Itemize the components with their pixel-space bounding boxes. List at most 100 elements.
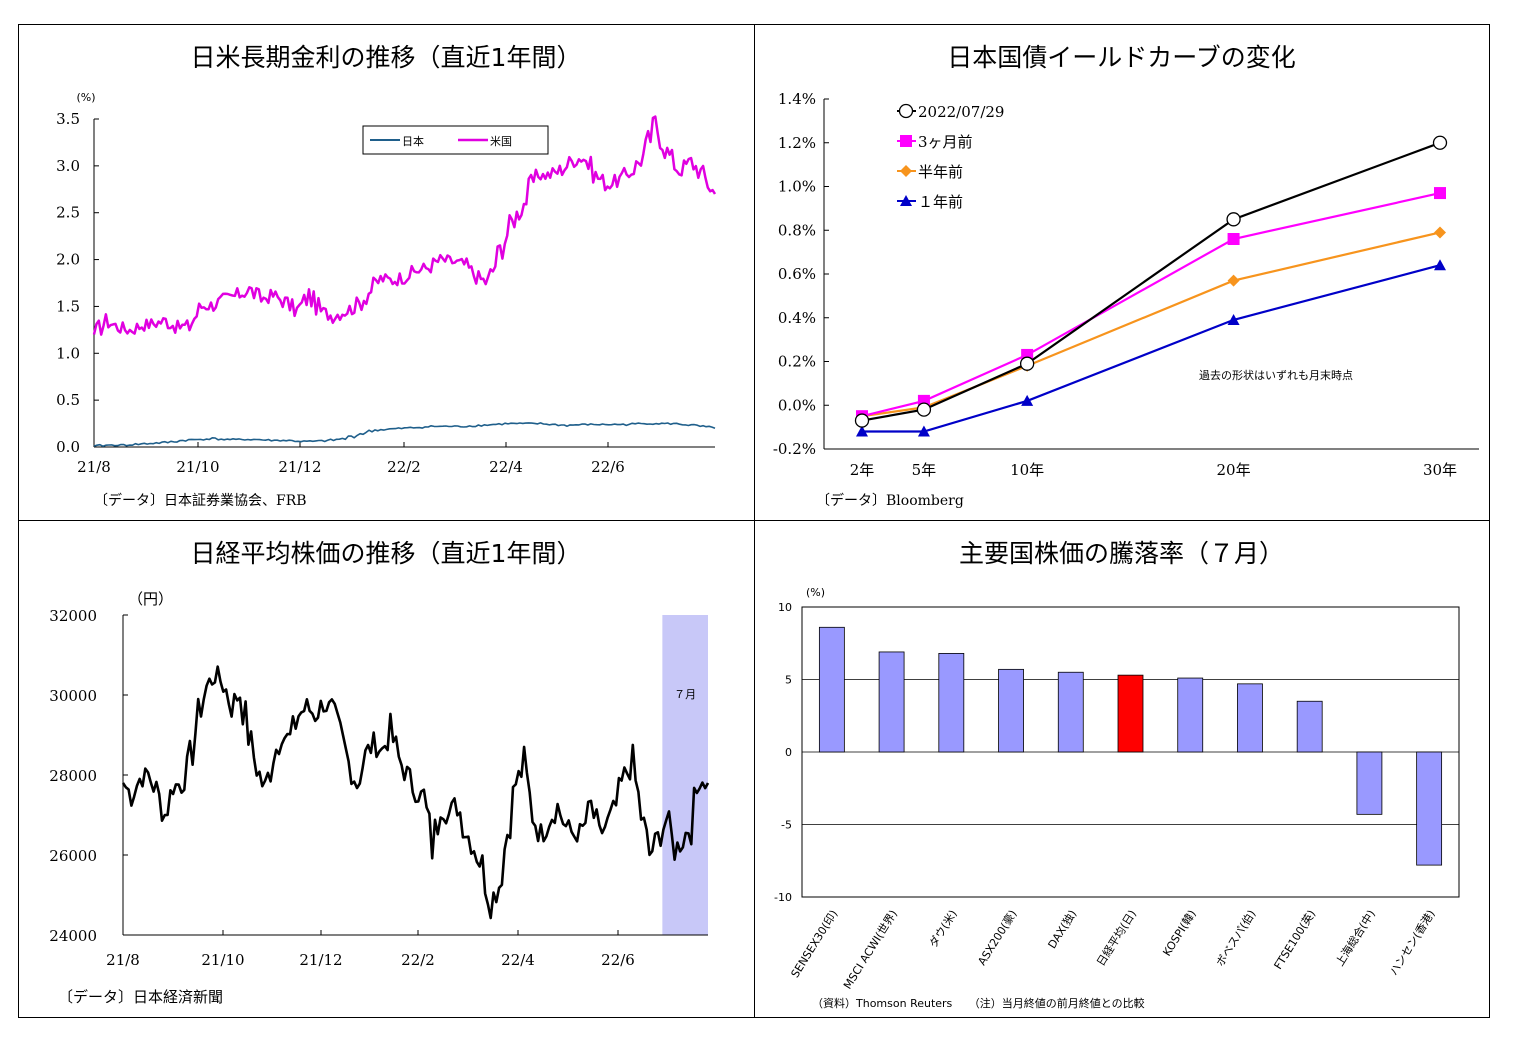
series-line-us [92,115,717,336]
point-marker [900,195,912,206]
frame-left [18,24,19,1018]
legend-label-us: 米国 [490,135,512,148]
y-tick-label: 1.0% [778,178,816,196]
x-tick-label: 22/2 [401,951,435,969]
x-tick-label: 21/12 [299,951,342,969]
point-marker [1227,313,1240,325]
y-tick-label: 26000 [49,847,97,865]
legend-label: 半年前 [918,163,963,181]
point-marker [917,425,930,437]
x-tick-label: SENSEX30(印) [788,908,840,980]
chart-annotation: 過去の形状はいずれも月末時点 [1199,368,1353,382]
x-tick-label: ハンセン(香港) [1387,908,1438,978]
point-marker [856,425,868,437]
y-tick-label: 0.0 [56,438,80,456]
chart-title: 日経平均株価の推移（直近1年間） [190,539,582,568]
y-tick-label: 30000 [49,687,97,705]
series-line-nikkei [121,665,710,920]
chart-title: 主要国株価の騰落率（７月） [958,539,1284,568]
chart-title: 日米長期金利の推移（直近1年間） [190,43,582,72]
point-marker [1227,274,1240,287]
point-marker [1227,233,1240,245]
y-tick-label: 1.5 [56,297,80,315]
chart-title: 日本国債イールドカーブの変化 [947,43,1296,72]
x-tick-label: MSCI ACWI(世界) [841,908,900,992]
series-line-3 [862,264,1441,433]
x-tick-label: 21/12 [278,458,321,476]
source-note: （資料）Thomson Reuters （注）当月終値の前月終値との比較 [812,996,1145,1010]
x-tick-label: 21/10 [176,458,219,476]
global-stocks-chart: 10 5 0 -5 -10 (%) SENSEX30(印) MSCI ACWI(世界) ダウ(米… [774,586,1460,1010]
point-marker [1226,212,1241,227]
frame-center [754,24,755,1018]
x-tick-label: 20年 [1217,461,1251,479]
y-tick-label: 32000 [49,607,97,625]
y-axis-unit: (%) [806,586,825,599]
point-marker [1432,135,1448,150]
x-tick-label: ダウ(米) [926,907,960,950]
source-note: 〔データ〕日本証券業協会、FRB [94,492,307,509]
series-line-japan [93,422,716,448]
x-tick-label: 2年 [850,461,875,479]
point-marker [916,402,932,417]
panel-us-japan-yields: 日米長期金利の推移（直近1年間） 0.0 0.5 1.0 1.5 2.0 2.5 3.0 3.… [18,24,754,520]
x-tick-label: 21/10 [201,951,244,969]
point-marker [900,135,912,147]
y-tick-label: 2.5 [56,204,80,222]
panel-nikkei: 日経平均株価の推移（直近1年間） ７月 24000 26000 28000 30000 3… [18,520,754,1017]
series-line-1 [861,192,1441,418]
y-tick-label: 1.2% [778,134,816,152]
x-tick-label: DAX(独) [1046,908,1080,951]
legend-label-japan: 日本 [402,134,424,148]
y-tick-label: 0.5 [56,391,80,409]
legend-label: 2022/07/29 [918,103,1004,121]
y-tick-label: 24000 [49,927,97,945]
highlight-label: ７月 [674,688,696,701]
point-marker [1434,187,1446,200]
source-note: 〔データ〕日本経済新聞 [58,988,223,1006]
x-tick-label: KOSPI(韓) [1160,908,1198,959]
nikkei-chart: ７月 24000 26000 28000 30000 32000 （円） 21/8 21/10 2… [49,590,710,1006]
bar [818,626,845,753]
series-line-0 [861,141,1441,422]
x-tick-label: ボベスパ(伯) [1213,907,1259,969]
y-tick-label: 0.6% [778,265,816,283]
y-tick-label: 5 [785,674,792,687]
x-tick-label: 21/8 [106,951,140,969]
point-marker [854,413,870,428]
y-axis-unit: (%) [76,91,95,104]
point-marker [1019,356,1035,371]
legend-label: 3ヶ月前 [918,133,973,151]
y-tick-label: 28000 [49,767,97,785]
x-tick-label: 10年 [1010,461,1044,479]
y-tick-label: 0.2% [778,353,816,371]
point-marker [1021,394,1034,406]
bar [1117,674,1144,753]
x-tick-label: 22/2 [387,458,421,476]
bar [1296,700,1323,753]
point-marker [1434,226,1446,239]
bar [878,651,905,753]
x-tick-label: ASX200(豪) [975,907,1020,968]
x-tick-label: 22/6 [591,458,625,476]
series-line-2 [861,231,1441,418]
source-note: 〔データ〕Bloomberg [816,492,964,509]
yield-curve-chart: -0.2% 0.0% 0.2% 0.4% 0.6% 0.8% 1.0% 1.2% 1.4% 2年 5… [773,90,1479,509]
panel-global-stocks: 主要国株価の騰落率（７月） 10 5 0 -5 -10 (%) SENSEX30(印) MSC… [754,520,1489,1017]
july-highlight-band [662,615,708,935]
bar [1057,671,1084,753]
point-marker [898,103,914,119]
x-tick-label: 22/4 [489,458,523,476]
y-tick-label: 0.0% [778,396,816,414]
x-tick-label: 日経平均(日) [1094,908,1139,969]
frame-right [1489,24,1490,1018]
bar [1356,751,1383,815]
x-tick-label: 5年 [912,461,937,479]
y-axis-unit: （円） [128,590,173,608]
x-tick-label: 22/4 [501,951,535,969]
bar [1177,677,1204,753]
y-tick-label: 3.0 [56,157,80,175]
x-tick-label: 30年 [1423,461,1457,479]
bar [1416,751,1443,866]
y-tick-label: 1.4% [778,90,816,108]
